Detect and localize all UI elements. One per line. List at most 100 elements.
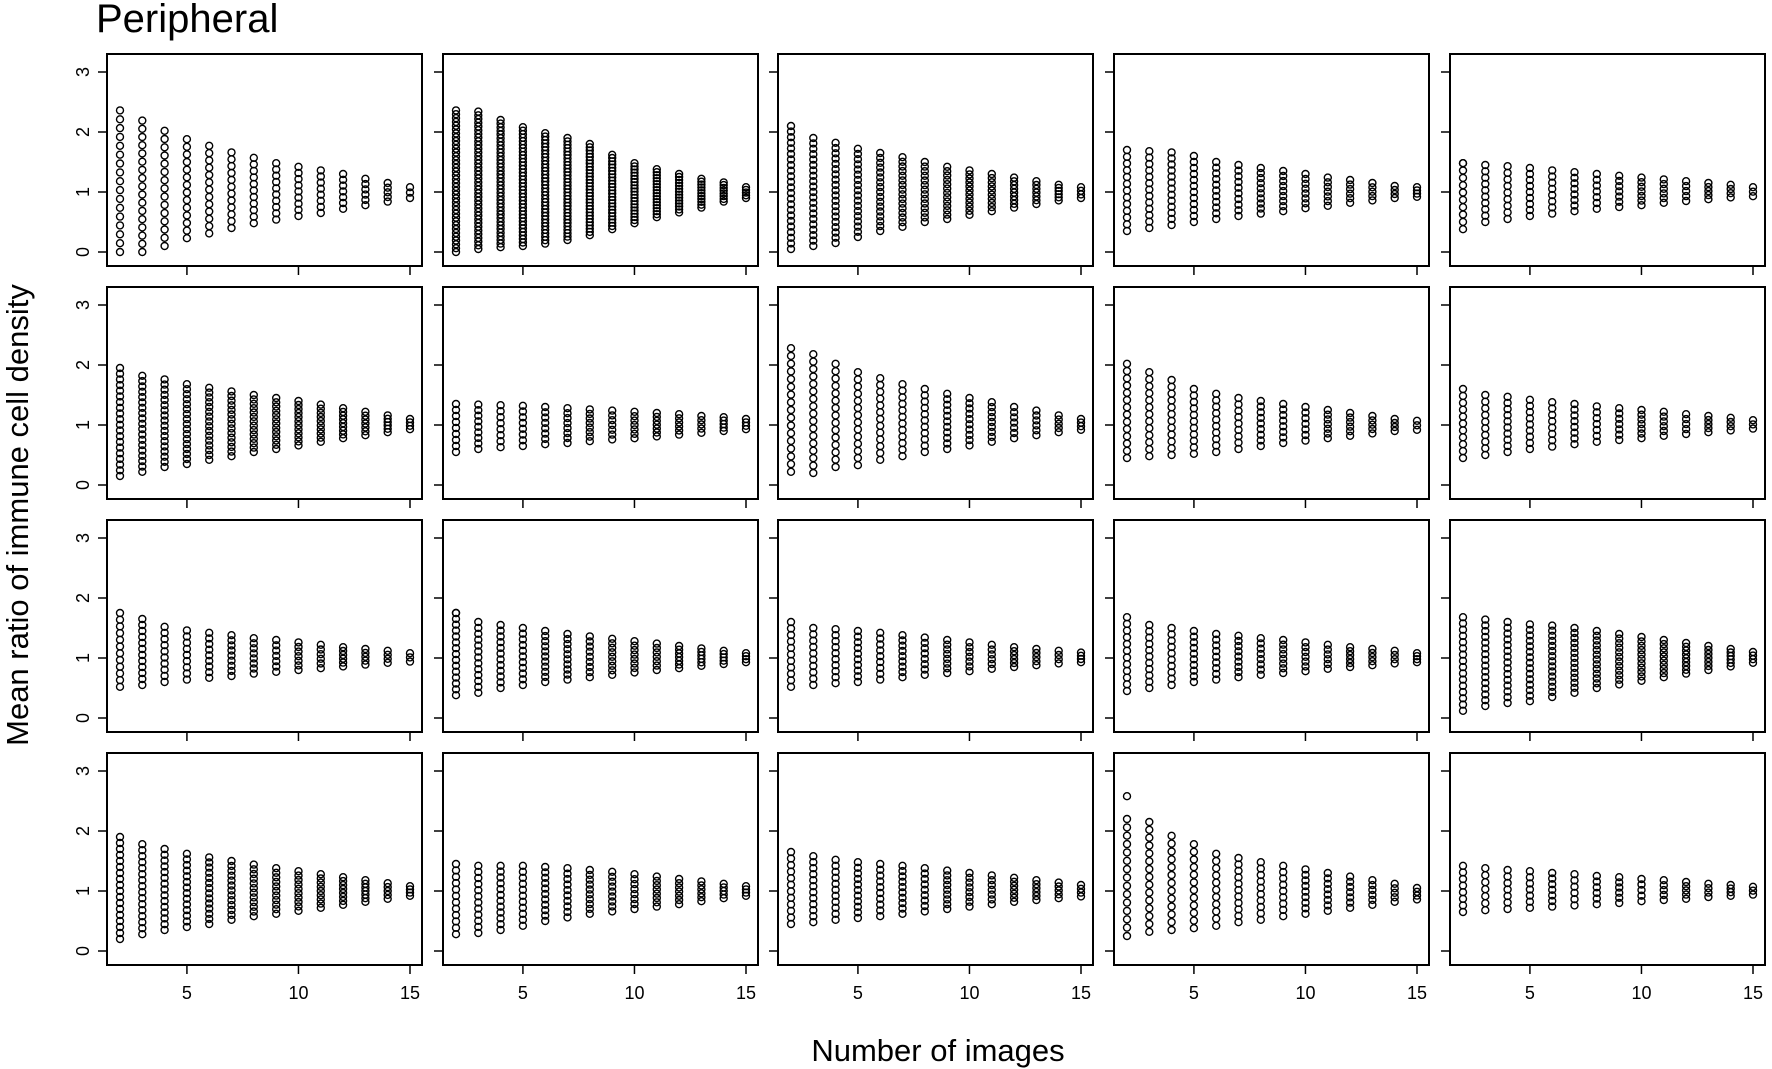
data-point	[1278, 196, 1288, 206]
data-point	[1458, 398, 1468, 407]
data-point	[1525, 432, 1535, 441]
data-point	[249, 390, 259, 400]
data-point	[160, 167, 169, 177]
data-point	[943, 654, 952, 664]
data-point	[1704, 884, 1713, 893]
data-point	[1748, 182, 1758, 192]
data-point	[1458, 426, 1468, 435]
data-point	[876, 202, 885, 211]
data-point	[1211, 203, 1221, 212]
data-point	[831, 233, 840, 242]
data-point	[853, 232, 863, 242]
data-point	[853, 186, 863, 195]
data-point	[898, 208, 907, 218]
data-point	[160, 452, 169, 461]
data-point	[541, 413, 550, 422]
x-tick-label: 5	[182, 983, 192, 1003]
data-point	[1503, 441, 1512, 451]
y-tick-label: 3	[73, 766, 93, 776]
data-point	[943, 659, 952, 668]
data-point	[1368, 648, 1377, 658]
data-point	[115, 123, 125, 133]
data-point	[1458, 446, 1468, 456]
data-point	[652, 661, 661, 670]
data-point	[204, 883, 214, 893]
data-point	[943, 422, 952, 432]
data-point	[1503, 423, 1512, 432]
data-point	[1345, 175, 1355, 185]
data-point	[1412, 652, 1422, 661]
data-point	[965, 657, 974, 666]
data-point	[294, 425, 303, 434]
data-point	[160, 862, 169, 871]
data-point	[182, 917, 192, 926]
panel-r2-c2	[434, 286, 759, 508]
data-point	[853, 902, 863, 911]
data-point	[697, 183, 706, 192]
data-point	[138, 190, 147, 199]
data-point	[115, 194, 125, 204]
data-point	[227, 666, 236, 676]
data-point	[987, 640, 996, 649]
data-point	[1145, 375, 1154, 384]
data-point	[1167, 202, 1176, 212]
data-point	[1167, 166, 1176, 175]
data-point	[272, 398, 281, 407]
data-point	[786, 239, 796, 248]
data-point	[361, 407, 370, 416]
data-point	[786, 421, 796, 430]
data-point	[630, 875, 639, 884]
data-point	[563, 665, 572, 674]
data-point	[943, 428, 952, 437]
data-point	[674, 208, 684, 217]
data-point	[518, 675, 528, 684]
panel-frame	[1113, 53, 1430, 267]
data-point	[1525, 169, 1535, 179]
data-point	[876, 158, 885, 168]
data-point	[1054, 650, 1063, 660]
data-point	[786, 405, 796, 415]
data-point	[1278, 206, 1288, 216]
data-point	[853, 196, 863, 205]
data-point	[451, 661, 461, 670]
data-point	[741, 885, 751, 894]
data-point	[160, 665, 169, 674]
data-point	[987, 412, 996, 422]
data-point	[674, 641, 684, 651]
data-point	[809, 209, 818, 218]
data-point	[204, 207, 214, 216]
y-tick-label: 1	[73, 653, 93, 663]
data-point	[138, 451, 147, 460]
data-point	[1368, 900, 1377, 909]
data-point	[1167, 649, 1176, 658]
data-point	[876, 640, 885, 649]
data-point	[630, 894, 639, 904]
data-point	[1167, 863, 1176, 872]
data-point	[1614, 197, 1624, 207]
data-point	[115, 635, 125, 644]
data-point	[1637, 672, 1646, 681]
data-point	[1659, 193, 1669, 203]
data-point	[1637, 641, 1646, 650]
data-point	[451, 679, 461, 688]
data-point	[1345, 189, 1355, 198]
data-point	[496, 638, 505, 647]
data-point	[563, 428, 572, 438]
data-point	[541, 424, 550, 433]
data-point	[1122, 226, 1132, 236]
data-point	[249, 404, 259, 413]
data-point	[1278, 186, 1288, 196]
data-point	[204, 878, 214, 888]
data-point	[1570, 901, 1579, 910]
data-point	[383, 879, 392, 888]
data-point	[1592, 431, 1602, 441]
data-point	[1278, 410, 1288, 420]
data-point	[115, 392, 125, 401]
data-point	[518, 652, 528, 661]
data-point	[809, 350, 818, 359]
data-point	[898, 199, 907, 208]
data-point	[1681, 638, 1691, 648]
data-point	[160, 891, 169, 900]
data-point	[496, 443, 505, 452]
data-point	[1122, 403, 1132, 412]
